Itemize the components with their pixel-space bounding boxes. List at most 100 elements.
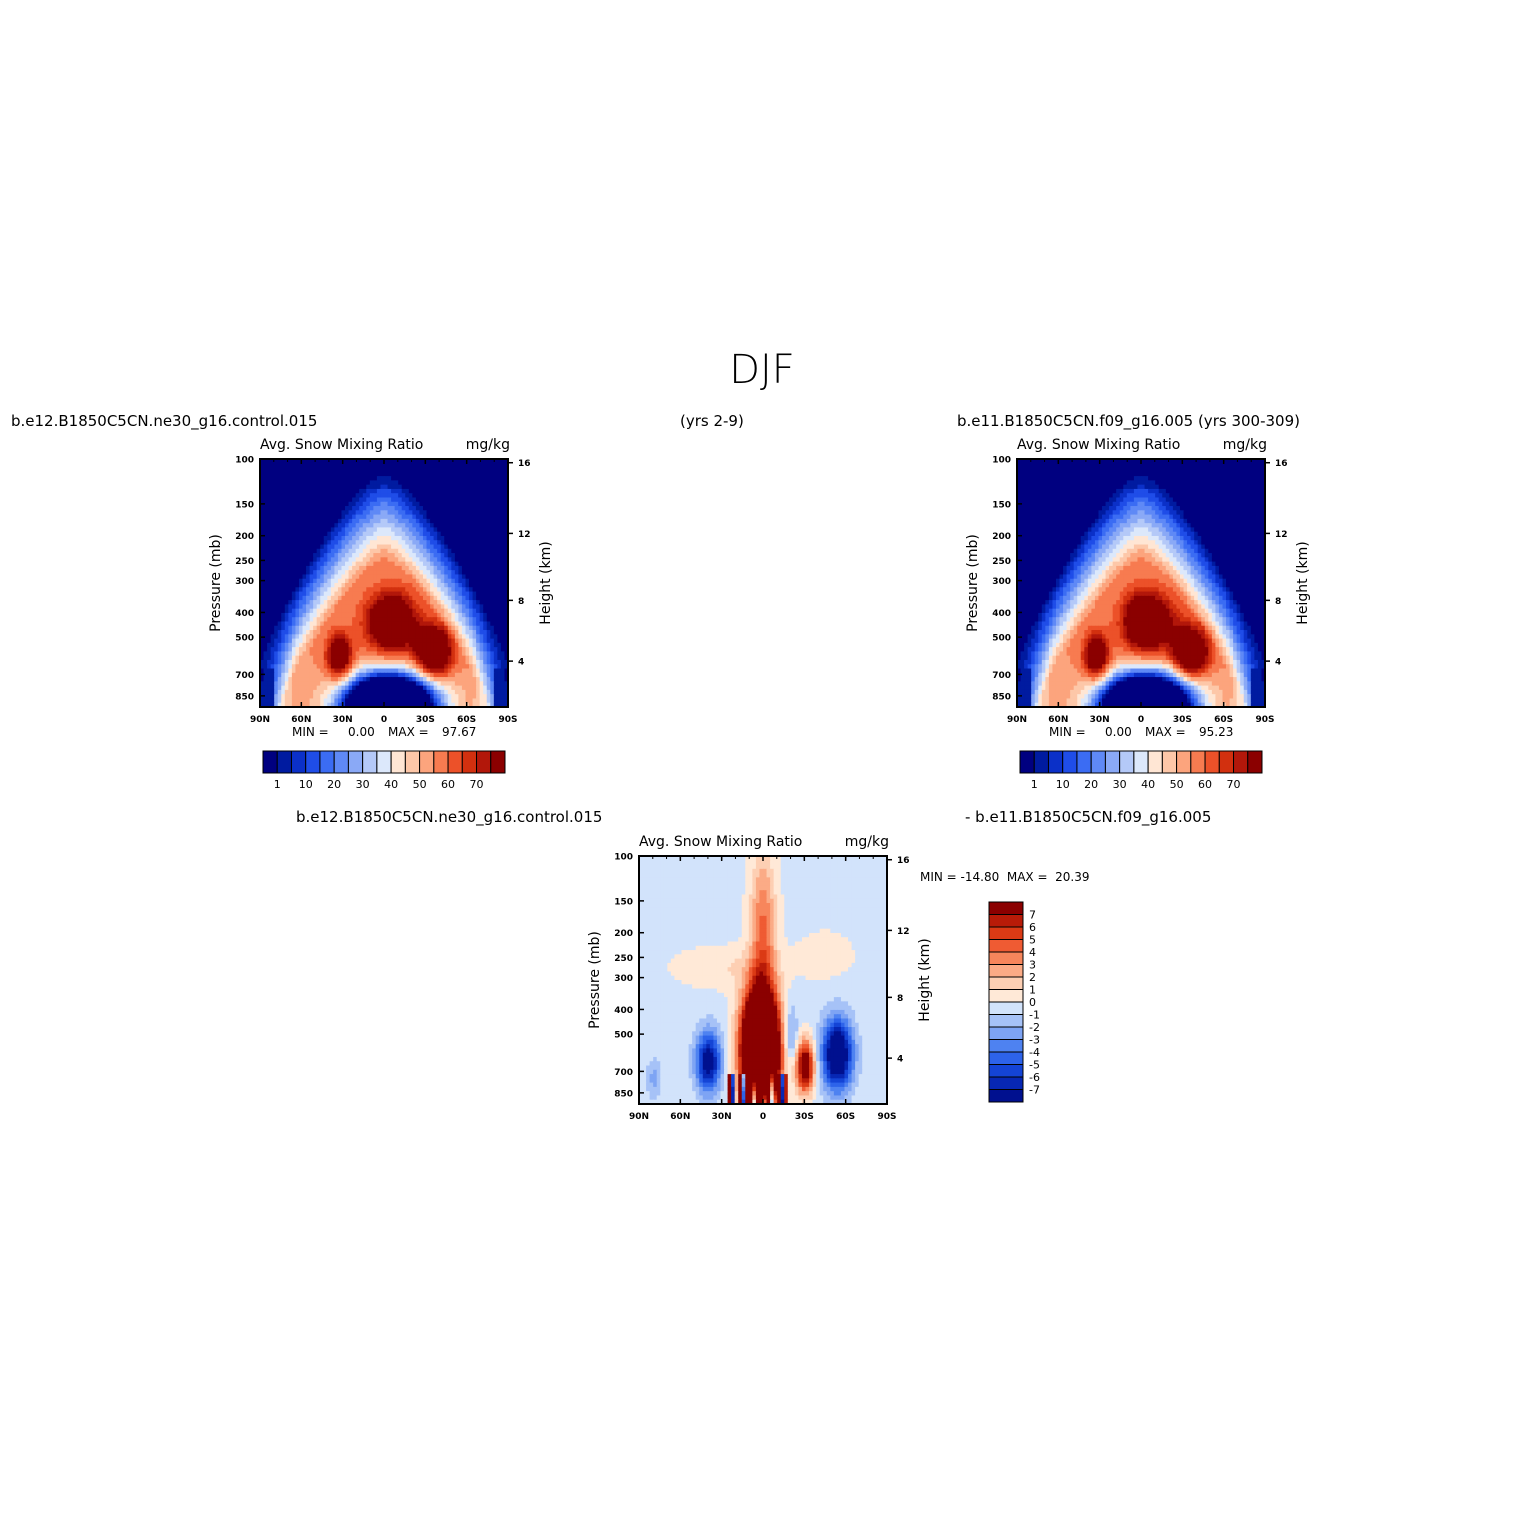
panel-left-cell: [405, 532, 409, 537]
panel-right-cell: [1056, 502, 1060, 507]
panel-left-cell: [441, 497, 445, 502]
panel-left-cell: [274, 587, 278, 592]
panel-left-cell: [310, 480, 314, 485]
panel-left-cell: [419, 485, 423, 490]
panel-left-cell: [441, 626, 445, 631]
panel-left-cell: [462, 673, 466, 678]
panel-left-cell: [423, 673, 427, 678]
panel-left-cell: [377, 468, 381, 473]
panel-left-cell: [313, 664, 317, 669]
panel-left-cell: [430, 698, 434, 703]
panel-left-cell: [288, 472, 292, 477]
panel-left-cell: [437, 510, 441, 515]
panel-left-cell: [288, 600, 292, 605]
panel-left-cell: [327, 485, 331, 490]
panel-left-cell: [497, 570, 501, 575]
panel-left-cell: [398, 476, 402, 481]
panel-right-cell: [1166, 497, 1170, 502]
panel-left-cell: [299, 626, 303, 631]
panel-left-cell: [398, 626, 402, 631]
panel-left-cell: [345, 510, 349, 515]
panel-left-cell: [487, 540, 491, 545]
panel-left-cell: [430, 502, 434, 507]
panel-left-cell: [338, 609, 342, 614]
panel-right-cell: [1198, 493, 1202, 498]
panel-left-cell: [412, 664, 416, 669]
panel-left-cell: [480, 669, 484, 674]
panel-left-cell: [313, 519, 317, 524]
panel-right-cell: [1134, 497, 1138, 502]
panel-left-cell: [264, 673, 268, 678]
panel-right-cell: [1102, 489, 1106, 494]
panel-left-cell: [444, 480, 448, 485]
panel-left-cell: [359, 621, 363, 626]
panel-left-cell: [271, 476, 275, 481]
panel-left-cell: [434, 515, 438, 520]
panel-left-cell: [377, 485, 381, 490]
panel-left-cell: [292, 523, 296, 528]
panel-right-cell: [1042, 472, 1046, 477]
panel-left-cell: [480, 493, 484, 498]
panel-left-cell: [469, 664, 473, 669]
panel-left-cell: [480, 656, 484, 661]
panel-left-cell: [409, 536, 413, 541]
panel-left-cell: [427, 566, 431, 571]
panel-left-cell: [476, 468, 480, 473]
panel-left-cell: [448, 493, 452, 498]
panel-left-cell: [501, 596, 505, 601]
panel-left-cell: [402, 639, 406, 644]
panel-left-ytick-label: 300: [235, 577, 254, 587]
panel-left-cell: [391, 609, 395, 614]
panel-right-cell: [1063, 463, 1067, 468]
panel-left-cell: [480, 570, 484, 575]
panel-left-cell: [473, 497, 477, 502]
panel-left-cell: [310, 562, 314, 567]
panel-left-cell: [278, 664, 282, 669]
panel-left-cell: [448, 604, 452, 609]
panel-left-cell: [267, 523, 271, 528]
panel-left-cell: [448, 669, 452, 674]
panel-left-cell: [448, 596, 452, 601]
panel-left-cell: [264, 587, 268, 592]
panel-left-cell: [473, 617, 477, 622]
panel-left-cell: [317, 497, 321, 502]
panel-left-cell: [295, 677, 299, 682]
panel-left-cell: [352, 480, 356, 485]
panel-left-cell: [476, 617, 480, 622]
panel-right-cell: [1081, 493, 1085, 498]
panel-left-cell: [437, 515, 441, 520]
panel-left-cell: [338, 506, 342, 511]
panel-left-cell: [402, 617, 406, 622]
panel-left-cell: [274, 651, 278, 656]
panel-left-cell: [338, 480, 342, 485]
panel-left-cell: [327, 583, 331, 588]
panel-left-cell: [377, 557, 381, 562]
panel-left-cell: [391, 651, 395, 656]
panel-left-cell: [317, 540, 321, 545]
panel-left-cell: [299, 681, 303, 686]
panel-left-cell: [299, 502, 303, 507]
panel-left-cell: [356, 592, 360, 597]
panel-left-cell: [373, 634, 377, 639]
panel-right-cell: [1198, 489, 1202, 494]
panel-left-cell: [437, 549, 441, 554]
panel-left-cell: [448, 630, 452, 635]
panel-right-cell: [1134, 468, 1138, 473]
panel-left-cell: [487, 523, 491, 528]
panel-right-cell: [1191, 489, 1195, 494]
panel-left-cell: [320, 515, 324, 520]
panel-left-cell: [366, 549, 370, 554]
panel-left-cell: [497, 690, 501, 695]
panel-left-cell: [434, 647, 438, 652]
panel-left-cell: [366, 660, 370, 665]
panel-left-cell: [448, 476, 452, 481]
panel-left-cell: [444, 545, 448, 550]
panel-left-cell: [398, 596, 402, 601]
panel-left-cell: [377, 613, 381, 618]
panel-left-cell: [462, 626, 466, 631]
panel-left-cell: [377, 579, 381, 584]
panel-right-cell: [1152, 485, 1156, 490]
panel-left-cell: [437, 570, 441, 575]
panel-right-cell: [1198, 485, 1202, 490]
panel-left-cell: [423, 587, 427, 592]
